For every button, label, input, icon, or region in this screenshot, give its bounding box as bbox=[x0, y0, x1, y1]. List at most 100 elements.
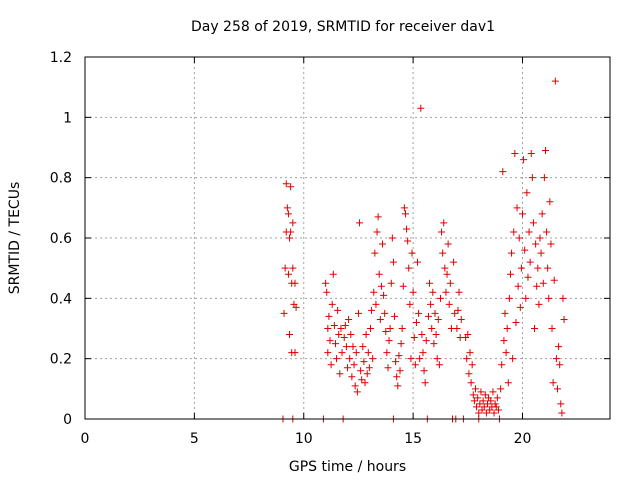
data-point bbox=[287, 183, 295, 191]
data-point bbox=[466, 349, 474, 357]
data-point bbox=[508, 249, 516, 257]
data-point bbox=[471, 385, 479, 393]
data-point bbox=[457, 315, 465, 323]
y-tick-label: 1.2 bbox=[50, 50, 72, 66]
data-point bbox=[551, 77, 559, 85]
x-tick-label: 15 bbox=[404, 431, 422, 447]
data-point bbox=[352, 349, 360, 357]
data-point bbox=[557, 400, 565, 408]
data-point bbox=[464, 331, 472, 339]
data-point bbox=[531, 325, 539, 332]
data-point bbox=[356, 219, 364, 227]
data-point bbox=[331, 340, 339, 348]
data-point bbox=[523, 189, 531, 197]
data-point bbox=[520, 156, 528, 164]
data-point bbox=[502, 349, 510, 357]
data-point bbox=[377, 282, 385, 290]
data-points bbox=[279, 77, 568, 423]
data-point bbox=[475, 409, 483, 417]
data-point bbox=[491, 400, 499, 408]
data-point bbox=[545, 294, 553, 302]
data-point bbox=[430, 340, 438, 348]
data-point bbox=[380, 291, 388, 299]
data-point bbox=[324, 325, 332, 332]
data-point bbox=[410, 334, 418, 342]
data-point bbox=[540, 174, 548, 182]
data-point bbox=[291, 279, 299, 287]
data-point bbox=[371, 249, 379, 257]
data-point bbox=[408, 249, 416, 257]
data-point bbox=[420, 367, 428, 375]
data-point bbox=[407, 355, 415, 363]
data-point bbox=[544, 264, 552, 272]
x-tick-label: 20 bbox=[514, 431, 532, 447]
data-point bbox=[424, 312, 432, 320]
data-point bbox=[463, 355, 471, 363]
data-point bbox=[453, 325, 461, 332]
data-point bbox=[559, 294, 567, 302]
axes: 0 0.2 0.4 0.6 0.8 1 1.2 0 5 10 15 20 bbox=[50, 50, 610, 447]
y-tick-label: 0.8 bbox=[50, 171, 72, 187]
data-point bbox=[366, 325, 374, 332]
y-tick-label: 0.4 bbox=[50, 291, 72, 307]
data-point bbox=[468, 361, 476, 369]
data-point bbox=[342, 343, 350, 351]
data-point bbox=[500, 337, 508, 345]
data-point bbox=[521, 246, 529, 254]
data-point bbox=[474, 394, 482, 402]
data-point bbox=[353, 388, 361, 396]
data-point bbox=[384, 364, 392, 372]
data-point bbox=[361, 379, 369, 387]
data-point bbox=[370, 288, 378, 296]
data-point bbox=[532, 240, 540, 248]
data-point bbox=[325, 312, 333, 320]
data-point bbox=[394, 382, 402, 390]
data-point bbox=[324, 349, 332, 357]
data-point bbox=[289, 219, 297, 227]
data-point bbox=[418, 331, 426, 339]
data-point bbox=[494, 406, 502, 414]
data-point bbox=[512, 318, 520, 326]
data-point bbox=[419, 349, 427, 357]
data-point bbox=[414, 258, 421, 266]
data-point bbox=[282, 180, 290, 188]
data-point bbox=[431, 309, 439, 317]
data-point bbox=[513, 204, 521, 212]
data-point bbox=[510, 228, 518, 236]
data-point bbox=[515, 234, 523, 242]
data-point bbox=[405, 264, 413, 272]
data-point bbox=[349, 343, 357, 351]
data-point bbox=[411, 361, 419, 369]
data-point bbox=[543, 228, 551, 236]
data-point bbox=[537, 249, 545, 257]
data-point bbox=[391, 312, 399, 320]
data-point bbox=[501, 309, 509, 317]
data-point bbox=[403, 225, 411, 233]
data-point bbox=[359, 343, 367, 351]
data-point bbox=[428, 325, 436, 332]
data-point bbox=[404, 237, 412, 245]
data-point bbox=[465, 370, 473, 378]
x-tick-label: 10 bbox=[295, 431, 313, 447]
data-point bbox=[444, 240, 452, 248]
data-point bbox=[440, 219, 448, 227]
y-tick-label: 0.2 bbox=[50, 352, 72, 368]
y-tick-label: 0.6 bbox=[50, 231, 72, 247]
data-point bbox=[417, 104, 425, 112]
data-point bbox=[549, 379, 557, 387]
data-point bbox=[552, 355, 560, 363]
data-point bbox=[528, 174, 536, 182]
data-point bbox=[396, 367, 404, 375]
data-point bbox=[422, 337, 430, 345]
data-point bbox=[398, 325, 406, 332]
data-point bbox=[327, 361, 335, 369]
data-point bbox=[365, 364, 373, 372]
data-point bbox=[369, 355, 377, 363]
data-point bbox=[499, 168, 507, 176]
x-axis-title: GPS time / hours bbox=[289, 459, 406, 475]
data-point bbox=[281, 264, 289, 272]
data-point bbox=[401, 210, 409, 218]
data-point bbox=[357, 367, 365, 375]
data-point bbox=[427, 300, 435, 308]
